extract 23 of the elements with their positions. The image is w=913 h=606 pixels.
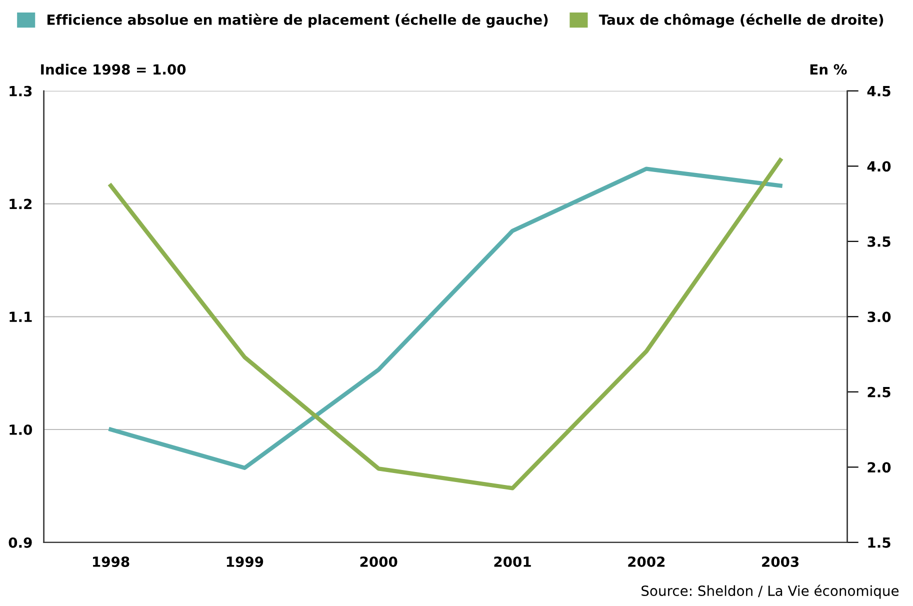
source-note: Source: Sheldon / La Vie économique	[642, 584, 899, 599]
y-tick-label: 1.0	[10, 424, 32, 435]
x-tick-label: 2000	[360, 556, 398, 568]
legend-label: Efficience absolue en matière de placement (échelle de gauche)	[48, 14, 548, 28]
y2-tick-label: 2.5	[868, 386, 890, 398]
x-tick-label: 2003	[762, 556, 799, 568]
y-axis-title: Indice 1998 = 1.00	[41, 64, 186, 75]
y2-tick-label: 3.5	[868, 236, 890, 247]
y2-tick-label: 1.5	[868, 538, 890, 548]
y-tick-label: 1.2	[10, 198, 32, 210]
x-tick-label: 1999	[226, 556, 264, 568]
y2-tick-label: 4.5	[867, 86, 890, 96]
x-tick-label: 2001	[494, 556, 531, 568]
y-tick-label: 1.1	[10, 312, 32, 322]
y-tick-label: 1.3	[10, 86, 32, 96]
y2-tick-label: 2.0	[868, 462, 891, 473]
y2-tick-label: 3.0	[868, 312, 891, 322]
y2-axis-title: En %	[810, 64, 847, 75]
x-tick-label: 2002	[628, 556, 665, 568]
legend-label: Taux de chômage (échelle de droite)	[598, 14, 884, 28]
x-tick-label: 1998	[93, 556, 130, 568]
y2-tick-label: 4.0	[867, 161, 891, 172]
y-tick-label: 0.9	[8, 537, 32, 548]
